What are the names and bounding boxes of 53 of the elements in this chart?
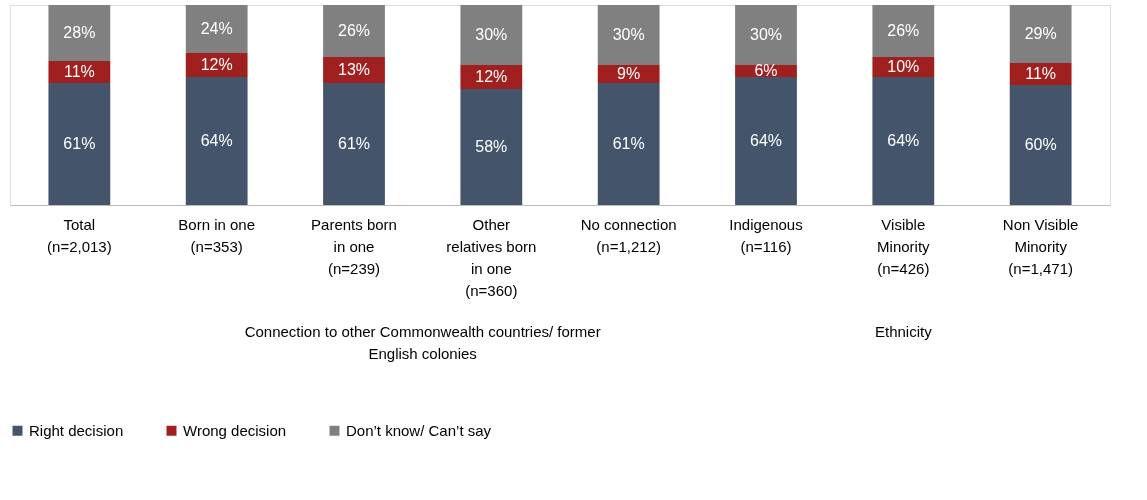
data-label: 28% bbox=[63, 24, 96, 41]
data-label: 12% bbox=[200, 56, 233, 73]
bar bbox=[185, 77, 248, 205]
legend-label: Don’t know/ Can’t say bbox=[346, 421, 492, 439]
data-label: 26% bbox=[337, 22, 371, 39]
bar bbox=[460, 89, 523, 205]
bar bbox=[735, 77, 797, 205]
data-label: 10% bbox=[887, 58, 920, 75]
bar bbox=[872, 5, 935, 57]
data-label: 64% bbox=[887, 132, 920, 149]
bar bbox=[323, 83, 385, 205]
x-tick-label: Born in one (n=353) bbox=[178, 215, 256, 255]
data-label: 60% bbox=[1024, 136, 1057, 153]
bar bbox=[597, 83, 660, 205]
x-tick-label: Visible Minority (n=426) bbox=[877, 215, 931, 277]
data-label: 11% bbox=[63, 63, 95, 80]
x-tick-label: Other relatives born in one (n=360) bbox=[446, 215, 537, 299]
text: Connection to other Commonwealth countries/ former English colonies bbox=[244, 323, 601, 362]
data-label: 61% bbox=[612, 135, 645, 152]
bar bbox=[48, 83, 111, 205]
bar bbox=[460, 5, 523, 65]
data-label: 30% bbox=[475, 26, 508, 43]
x-tick-label: Non Visible Minority (n=1,471) bbox=[1002, 215, 1079, 277]
data-label: 13% bbox=[337, 61, 371, 78]
legend-label: Right decision bbox=[29, 421, 124, 439]
bar bbox=[1009, 5, 1072, 63]
data-label: 6% bbox=[754, 62, 778, 79]
bar bbox=[872, 77, 935, 205]
data-label: 26% bbox=[887, 22, 920, 39]
data-label: 64% bbox=[200, 132, 233, 149]
x-tick-label: Parents born in one (n=239) bbox=[311, 215, 397, 277]
bar bbox=[1009, 85, 1072, 205]
data-label: 58% bbox=[475, 138, 508, 155]
bar bbox=[48, 5, 111, 61]
bar bbox=[735, 5, 797, 65]
data-label: 61% bbox=[337, 135, 371, 152]
data-label: 24% bbox=[200, 20, 233, 37]
data-label: 30% bbox=[612, 26, 645, 43]
data-label: 9% bbox=[617, 65, 641, 82]
data-label: 29% bbox=[1024, 25, 1057, 42]
text: Ethnicity bbox=[874, 323, 933, 340]
x-tick-label: Total (n=2,013) bbox=[47, 215, 112, 255]
bar bbox=[185, 5, 248, 53]
data-label: 12% bbox=[475, 68, 508, 85]
data-label: 64% bbox=[749, 132, 783, 149]
data-label: 30% bbox=[749, 26, 783, 43]
legend-label: Wrong decision bbox=[183, 421, 287, 439]
x-tick-label: Indigenous (n=116) bbox=[729, 215, 803, 255]
x-tick-label: No connection (n=1,212) bbox=[580, 215, 677, 255]
bar bbox=[323, 5, 385, 57]
data-label: 11% bbox=[1025, 65, 1057, 82]
bar bbox=[597, 5, 660, 65]
data-label: 61% bbox=[63, 135, 96, 152]
